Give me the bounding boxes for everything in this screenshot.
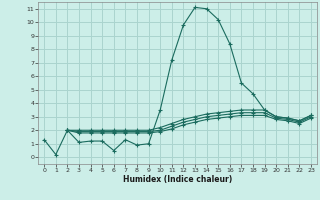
X-axis label: Humidex (Indice chaleur): Humidex (Indice chaleur)	[123, 175, 232, 184]
